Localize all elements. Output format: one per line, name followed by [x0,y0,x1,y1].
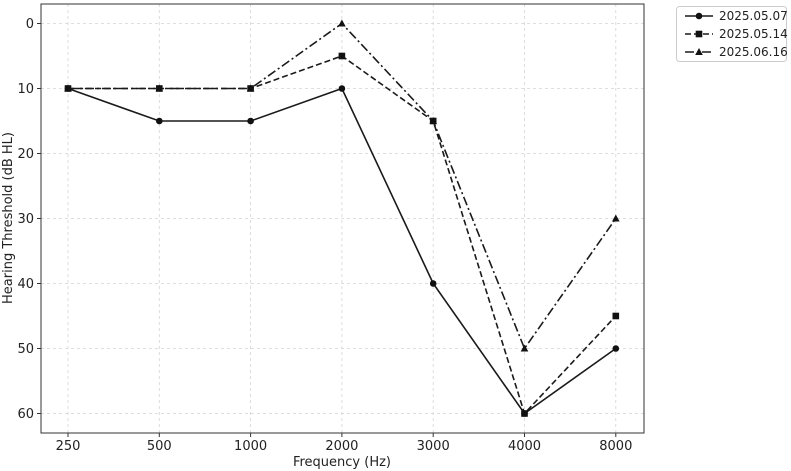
legend-marker [695,12,703,20]
data-point [338,19,346,27]
x-axis-title: Frequency (Hz) [293,455,391,470]
x-tick-label: 4000 [508,439,541,454]
data-point [155,84,164,92]
x-tick-label: 500 [147,439,172,454]
y-tick-label: 40 [17,277,34,292]
data-point [429,280,437,287]
y-tick-label: 20 [17,147,34,162]
data-point [247,117,254,125]
legend: 2025.05.07 2025.05.14 2025.06.16 [676,6,788,62]
legend-label: 2025.06.16 [719,45,788,59]
x-tick-label: 250 [56,439,81,454]
y-tick-label: 10 [17,82,34,97]
x-tick-label: 3000 [417,439,450,454]
data-point [612,312,620,320]
y-tick-label: 60 [17,407,34,422]
data-point [521,410,528,417]
legend-marker [695,30,703,38]
data-point [64,84,72,92]
y-tick-label: 0 [26,17,34,32]
data-point [338,52,346,60]
y-tick-label: 30 [17,212,34,227]
data-point [246,84,255,92]
data-point [520,344,529,352]
x-tick-label: 2000 [325,439,358,454]
data-point [338,85,346,92]
legend-label: 2025.05.14 [719,27,788,41]
plot-frame [40,3,645,434]
legend-marker [695,48,703,55]
data-point [612,345,620,352]
axes: 250 500 1000 2000 3000 4000 8000 0 10 20 30 40 50 60 [17,3,645,454]
data-point [429,117,437,124]
y-tick-label: 50 [17,342,34,357]
series-3 [64,19,620,352]
series-layer [64,19,620,417]
legend-box [676,6,787,62]
data-point [612,214,620,222]
x-tick-label: 1000 [234,439,267,454]
y-axis-title: Hearing Threshold (dB HL) [1,132,16,304]
data-point [156,117,163,125]
legend-label: 2025.05.07 [719,9,788,23]
x-tick-label: 8000 [599,439,632,454]
